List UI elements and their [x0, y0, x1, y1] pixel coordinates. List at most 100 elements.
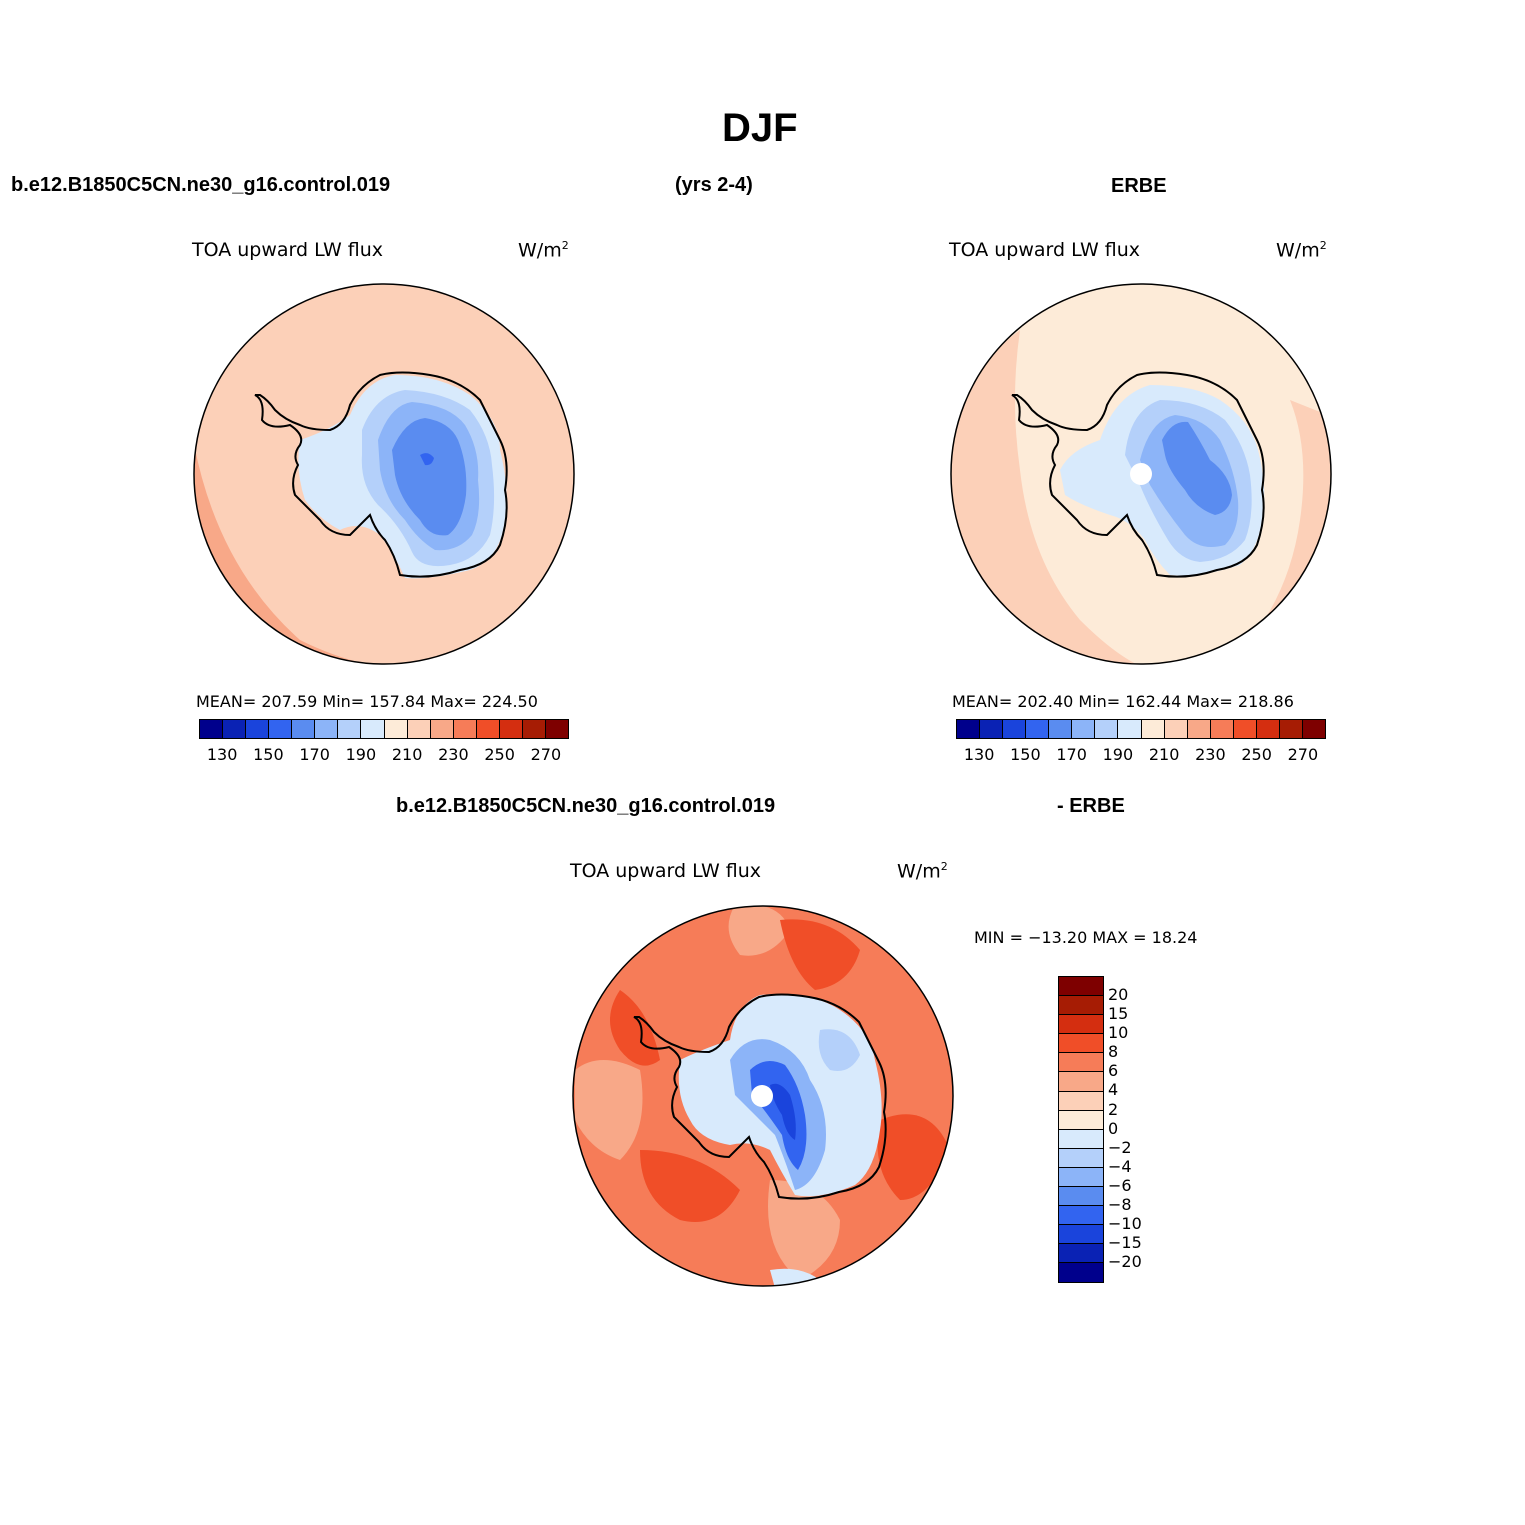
colorbar-tick-label: 0 — [1108, 1118, 1119, 1138]
panel3-variable-title: TOA upward LW flux — [570, 860, 762, 882]
colorbar-swatch — [980, 720, 1004, 738]
colorbar-tick-label: −4 — [1108, 1156, 1132, 1176]
panel3-coastline — [633, 993, 887, 1200]
colorbar-swatch — [1059, 1091, 1103, 1111]
panel3-units: W/m2 — [897, 860, 948, 883]
colorbar-swatch — [1059, 1148, 1103, 1168]
colorbar-swatch — [1059, 1129, 1103, 1149]
panel1-ice-deep — [392, 418, 467, 536]
panel2-ice-deep — [1162, 421, 1232, 515]
main-title: DJF — [722, 106, 798, 150]
colorbar-swatch — [1059, 1206, 1103, 1226]
obs-header: ERBE — [1111, 175, 1167, 197]
panel2-stats: MEAN= 202.40 Min= 162.44 Max= 218.86 — [952, 692, 1294, 711]
colorbar-tick-label: −8 — [1108, 1195, 1132, 1215]
years-header: (yrs 2-4) — [675, 174, 753, 196]
colorbar-swatch — [1118, 720, 1142, 738]
colorbar-swatch — [1059, 1263, 1103, 1282]
panel3-ice-patch-right — [818, 1029, 860, 1071]
colorbar-tick-label: 20 — [1108, 985, 1129, 1004]
colorbar-tick-label: 210 — [1148, 745, 1180, 764]
model-case-header: b.e12.B1850C5CN.ne30_g16.control.019 — [11, 174, 391, 196]
colorbar-swatch — [522, 720, 546, 738]
colorbar-tick-label: 250 — [484, 745, 515, 764]
colorbar-tick-label: 270 — [530, 745, 562, 764]
panel2-pole-hole — [1130, 463, 1152, 485]
colorbar-swatch — [1059, 1053, 1103, 1073]
panel3-pole-hole — [751, 1085, 773, 1107]
colorbar-swatch — [200, 720, 224, 738]
colorbar-swatch — [1003, 720, 1027, 738]
colorbar-swatch — [957, 720, 981, 738]
colorbar-swatch — [407, 720, 431, 738]
colorbar-swatch — [453, 720, 477, 738]
colorbar-swatch — [1059, 1110, 1103, 1130]
colorbar-tick-label: −6 — [1108, 1175, 1132, 1195]
colorbar-swatch — [1095, 720, 1119, 738]
panel3-border — [572, 905, 954, 1287]
colorbar-tick-label: 270 — [1287, 745, 1319, 764]
colorbar-tick-label: 230 — [438, 745, 469, 764]
colorbar-tick-label: 8 — [1108, 1042, 1119, 1062]
colorbar-tick-label: −2 — [1108, 1137, 1132, 1157]
colorbar-tick-label: 130 — [206, 745, 238, 764]
colorbar-tick-label: 2 — [1108, 1099, 1119, 1119]
colorbar-tick-label: −20 — [1108, 1252, 1142, 1272]
panel3-colorbar — [1058, 976, 1104, 1283]
colorbar-swatch — [545, 720, 568, 738]
colorbar-swatch — [223, 720, 247, 738]
colorbar-tick-label: −10 — [1108, 1214, 1142, 1234]
colorbar-swatch — [1059, 1015, 1103, 1035]
panel3-stats: MIN = −13.20 MAX = 18.24 — [974, 928, 1198, 947]
panel3-warm-patch-top — [728, 906, 790, 956]
colorbar-tick-label: 6 — [1108, 1061, 1119, 1081]
panel3-warm-bottom — [768, 1180, 840, 1280]
colorbar-tick-label: 230 — [1195, 745, 1226, 764]
panel1-coastline — [254, 371, 508, 578]
colorbar-tick-label: 15 — [1108, 1004, 1129, 1024]
colorbar-swatch — [430, 720, 454, 738]
colorbar-swatch — [499, 720, 523, 738]
colorbar-swatch — [1059, 1167, 1103, 1188]
colorbar-tick-label: 150 — [1010, 745, 1041, 764]
colorbar-tick-label: 150 — [253, 745, 284, 764]
panel3-hot-bottom — [640, 1150, 740, 1222]
colorbar-tick-label: 170 — [1056, 745, 1087, 764]
colorbar-tick-label: 190 — [345, 745, 377, 764]
colorbar-swatch — [384, 720, 408, 738]
colorbar-swatch — [1072, 720, 1096, 738]
colorbar-swatch — [361, 720, 385, 738]
colorbar-swatch — [1026, 720, 1050, 738]
panel2-variable-title: TOA upward LW flux — [949, 239, 1141, 261]
colorbar-swatch — [246, 720, 270, 738]
colorbar-tick-label: 250 — [1241, 745, 1272, 764]
colorbar-swatch — [1059, 977, 1103, 997]
panel2-units: W/m2 — [1276, 239, 1327, 262]
panel2-colorbar-labels: 130 150 170 190 210 230 250 270 — [956, 745, 1326, 765]
colorbar-swatch — [1302, 720, 1325, 738]
colorbar-swatch — [1187, 720, 1211, 738]
colorbar-tick-label: 130 — [963, 745, 995, 764]
colorbar-swatch — [315, 720, 339, 738]
panel2-warm-left — [951, 330, 1150, 664]
colorbar-tick-label: 4 — [1108, 1080, 1119, 1100]
panel1-colorbar — [199, 719, 569, 739]
colorbar-swatch — [1164, 720, 1188, 738]
colorbar-swatch — [1059, 1072, 1103, 1092]
colorbar-tick-label: 190 — [1102, 745, 1134, 764]
panel2-border — [950, 283, 1332, 665]
colorbar-swatch — [1141, 720, 1165, 738]
panel3-warm-left — [575, 1060, 643, 1160]
panel3-colorbar-labels: 20 15 10 8 6 4 2 0 −2 −4 −6 −8 −10 −15 −20 — [1108, 985, 1142, 1271]
colorbar-swatch — [1210, 720, 1234, 738]
panel2-coastline — [1011, 371, 1265, 578]
colorbar-swatch — [1059, 1244, 1103, 1264]
colorbar-swatch — [1059, 1225, 1103, 1245]
colorbar-swatch — [269, 720, 293, 738]
colorbar-tick-label: 210 — [391, 745, 423, 764]
colorbar-tick-label: 170 — [299, 745, 330, 764]
panel3-hot-topright — [780, 919, 860, 990]
panel2-colorbar — [956, 719, 1326, 739]
colorbar-swatch — [476, 720, 500, 738]
